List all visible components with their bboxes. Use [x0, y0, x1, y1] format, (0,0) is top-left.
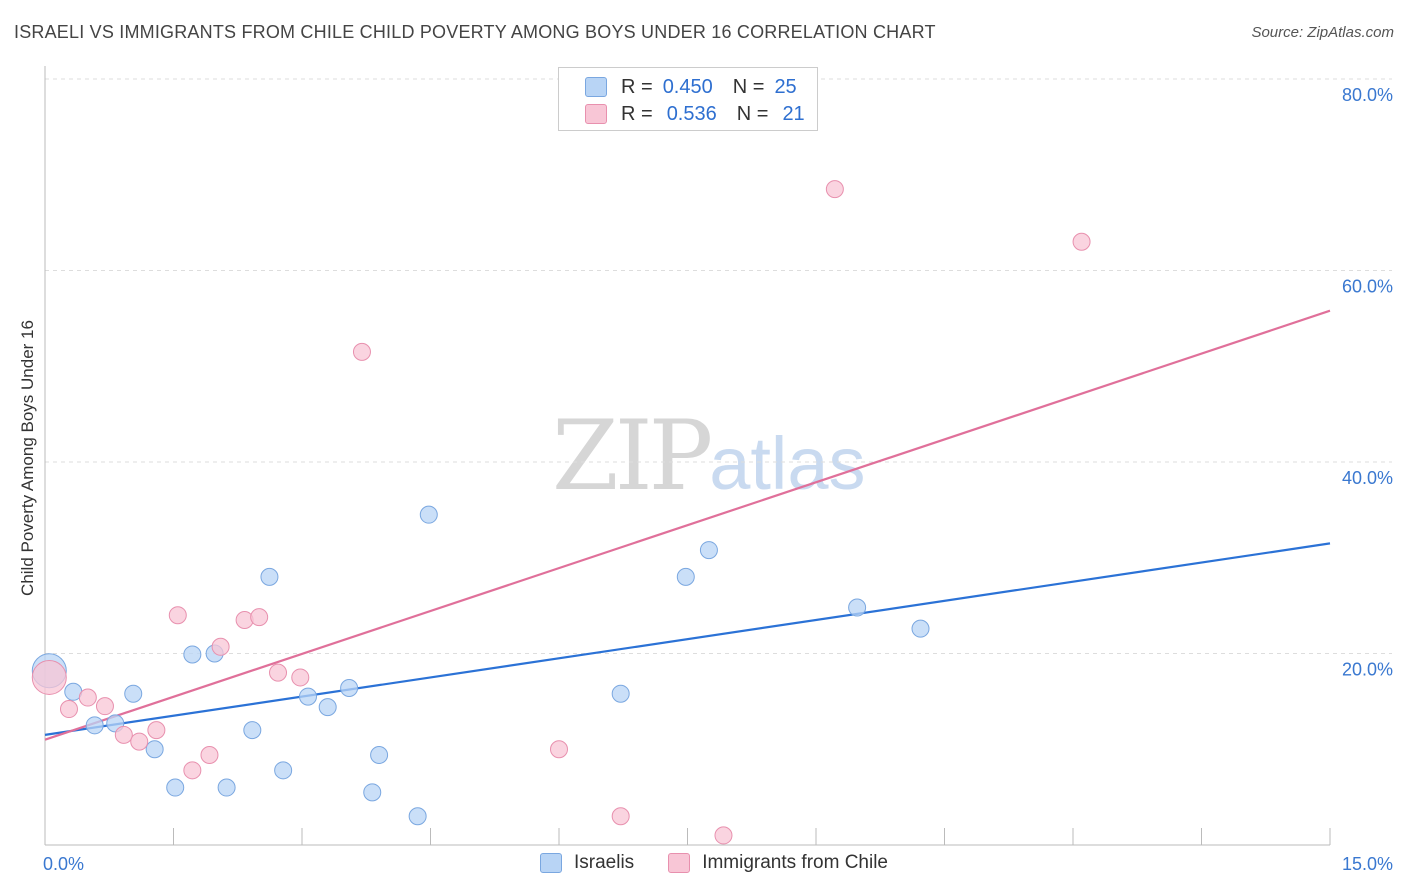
- stats-legend: R = 0.450 N = 25 R = 0.536 N = 21: [558, 67, 818, 131]
- point-israelis: [274, 761, 293, 780]
- point-chile: [211, 637, 230, 656]
- legend-label-israelis: Israelis: [574, 852, 635, 873]
- legend-swatch-israelis: [585, 77, 607, 97]
- trend-lines: [44, 309, 1331, 741]
- point-israelis: [217, 778, 236, 797]
- watermark: ZIPatlas: [552, 400, 866, 512]
- point-chile: [714, 826, 733, 845]
- point-israelis: [243, 721, 262, 740]
- tick-labels: 20.0% 40.0% 60.0% 80.0% 0.0% 15.0%: [43, 85, 1393, 874]
- point-chile: [352, 342, 371, 361]
- legend-row-israelis: R = 0.450 N = 25: [585, 74, 797, 100]
- point-chile: [825, 180, 844, 199]
- point-chile: [250, 608, 269, 627]
- legend-swatch-israelis: [540, 853, 562, 873]
- point-israelis: [85, 716, 104, 735]
- point-chile: [147, 721, 166, 740]
- point-chile: [31, 659, 67, 695]
- y-tick-label: 80.0%: [1342, 85, 1393, 105]
- point-israelis: [363, 783, 382, 802]
- point-chile: [550, 740, 568, 759]
- point-israelis: [408, 807, 427, 826]
- chart-title: ISRAELI VS IMMIGRANTS FROM CHILE CHILD P…: [14, 22, 936, 42]
- point-chile: [59, 700, 78, 719]
- point-israelis: [340, 678, 359, 697]
- point-israelis: [183, 645, 202, 664]
- y-tick-label: 40.0%: [1342, 468, 1393, 488]
- point-chile: [95, 697, 114, 716]
- point-israelis: [611, 684, 630, 703]
- y-axis-label: Child Poverty Among Boys Under 16: [18, 320, 37, 596]
- axes: [44, 66, 1331, 846]
- grid-lines: [45, 78, 1392, 654]
- point-israelis: [699, 541, 718, 560]
- legend-r-label: R =: [621, 75, 653, 98]
- legend-row-chile: R = 0.536 N = 21: [585, 101, 805, 127]
- point-israelis: [318, 698, 337, 717]
- point-chile: [235, 610, 254, 629]
- y-tick-label: 20.0%: [1342, 660, 1393, 680]
- x-tick-label: 0.0%: [43, 854, 84, 874]
- point-chile: [130, 732, 149, 751]
- legend-item-chile: Immigrants from Chile: [668, 852, 888, 874]
- point-chile: [168, 606, 187, 625]
- point-israelis: [911, 619, 930, 638]
- legend-r-label: R =: [621, 102, 653, 125]
- legend-r-value: 0.450: [662, 75, 713, 98]
- point-chile: [291, 668, 310, 687]
- point-israelis: [419, 505, 438, 524]
- legend-swatch-chile: [668, 853, 691, 873]
- point-chile: [78, 688, 97, 707]
- point-israelis: [370, 745, 389, 764]
- y-tick-label: 60.0%: [1342, 277, 1393, 297]
- point-israelis: [260, 567, 279, 586]
- x-tick-label: 15.0%: [1342, 854, 1393, 874]
- point-chile: [269, 663, 288, 682]
- data-points: [31, 180, 1091, 845]
- point-chile: [611, 807, 630, 826]
- trend-line-chile: [44, 309, 1331, 741]
- point-israelis: [676, 567, 695, 586]
- legend-n-value: 25: [774, 75, 797, 98]
- point-chile: [183, 761, 202, 780]
- series-legend: Israelis Immigrants from Chile: [540, 852, 922, 874]
- point-israelis: [166, 778, 185, 797]
- legend-n-value: 21: [782, 102, 805, 125]
- legend-item-israelis: Israelis: [540, 852, 634, 874]
- source-label: Source: ZipAtlas.com: [1251, 24, 1394, 41]
- legend-n-label: N =: [736, 102, 769, 125]
- point-chile: [1072, 232, 1091, 251]
- legend-swatch-chile: [585, 104, 607, 124]
- trend-line-israelis: [44, 542, 1331, 736]
- legend-n-label: N =: [732, 75, 765, 98]
- legend-label-chile: Immigrants from Chile: [702, 852, 889, 873]
- legend-r-value: 0.536: [666, 102, 717, 125]
- point-israelis: [298, 687, 317, 706]
- watermark-zip: ZIP: [552, 400, 713, 512]
- point-chile: [114, 725, 133, 744]
- point-israelis: [124, 684, 143, 703]
- point-israelis: [145, 740, 164, 759]
- point-israelis: [848, 598, 867, 617]
- point-chile: [200, 745, 219, 764]
